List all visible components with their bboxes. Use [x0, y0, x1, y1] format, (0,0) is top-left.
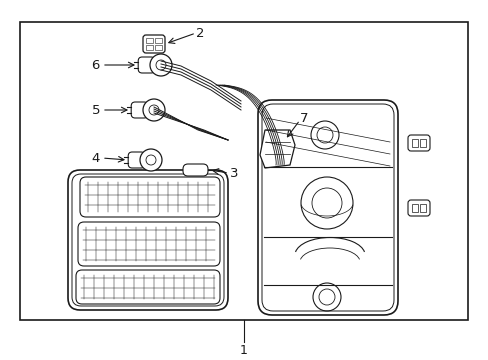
FancyBboxPatch shape: [72, 174, 224, 306]
Bar: [411, 139, 417, 147]
FancyBboxPatch shape: [407, 200, 429, 216]
Bar: [146, 38, 153, 43]
FancyBboxPatch shape: [142, 35, 164, 53]
Text: 2: 2: [196, 27, 204, 40]
Circle shape: [156, 60, 165, 70]
Text: 4: 4: [91, 152, 100, 165]
Bar: [411, 204, 417, 212]
FancyBboxPatch shape: [262, 104, 393, 311]
FancyBboxPatch shape: [138, 57, 155, 73]
Circle shape: [149, 105, 159, 115]
Circle shape: [140, 149, 162, 171]
Text: 5: 5: [91, 104, 100, 117]
Text: 7: 7: [299, 112, 308, 125]
Text: 6: 6: [91, 59, 100, 72]
FancyBboxPatch shape: [407, 135, 429, 151]
Text: 1: 1: [240, 343, 247, 356]
Circle shape: [142, 99, 164, 121]
FancyBboxPatch shape: [183, 164, 207, 176]
Bar: [419, 204, 425, 212]
Bar: [146, 45, 153, 50]
FancyBboxPatch shape: [68, 170, 227, 310]
Bar: [419, 139, 425, 147]
Polygon shape: [260, 130, 294, 168]
FancyBboxPatch shape: [128, 152, 145, 168]
Text: 3: 3: [229, 166, 238, 180]
FancyBboxPatch shape: [76, 270, 220, 304]
FancyBboxPatch shape: [80, 177, 220, 217]
FancyBboxPatch shape: [78, 222, 220, 266]
Bar: [155, 45, 162, 50]
Bar: [20, 22, 467, 320]
FancyBboxPatch shape: [131, 102, 148, 118]
Bar: [155, 38, 162, 43]
FancyBboxPatch shape: [258, 100, 397, 315]
Circle shape: [146, 155, 156, 165]
Circle shape: [150, 54, 172, 76]
